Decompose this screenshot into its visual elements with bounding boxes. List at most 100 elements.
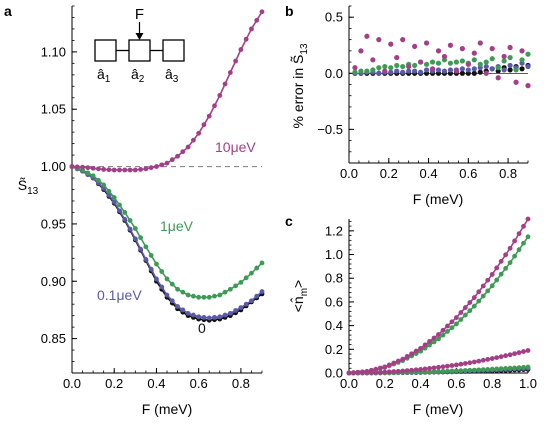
a-y-tick-label: 1.05 <box>41 102 66 117</box>
c-series-point-2 <box>431 365 437 371</box>
c-series-point-3 <box>512 365 517 371</box>
c-series-point-1 <box>454 321 459 327</box>
a-y-tick-label: 0.85 <box>41 331 66 346</box>
a-series-point-0 <box>196 130 202 136</box>
c-series-point-3 <box>445 368 450 374</box>
c-series-point-0 <box>413 348 419 354</box>
c-series-point-2 <box>400 368 406 374</box>
a-series-point-1 <box>180 289 186 295</box>
a-series-point-2 <box>111 199 117 205</box>
c-series-point-0 <box>454 315 459 320</box>
a-x-axis-label: F (meV) <box>142 401 193 417</box>
b-scatter-point-2 <box>418 69 424 75</box>
c-series-point-2 <box>391 369 397 374</box>
a-y-tick-label: 1.10 <box>41 44 66 59</box>
c-x-tick-label: 1.0 <box>519 376 537 391</box>
a-x-tick-label: 0.6 <box>190 376 208 391</box>
a-series-point-1 <box>196 294 202 300</box>
c-series-point-0 <box>489 272 495 277</box>
c-series-point-3 <box>427 369 432 375</box>
b-scatter-point-0 <box>358 48 364 54</box>
b-scatter-point-2 <box>447 67 454 73</box>
c-series-point-0 <box>386 362 392 368</box>
b-scatter-point-1 <box>376 65 382 71</box>
b-scatter-point-0 <box>412 43 418 49</box>
drive-arrow-icon <box>135 33 144 40</box>
b-scatter-point-0 <box>459 46 465 52</box>
a-series-point-2 <box>227 310 233 316</box>
a-series-point-0 <box>138 167 144 172</box>
c-series-point-0 <box>467 300 473 305</box>
b-scatter-point-2 <box>465 67 471 73</box>
b-scatter-point-2 <box>459 66 465 72</box>
c-series-point-0 <box>373 366 379 372</box>
c-y-tick-label: 0.0 <box>325 366 343 381</box>
c-series-point-1 <box>458 317 464 322</box>
a-series-point-2 <box>169 298 175 304</box>
b-scatter-point-0 <box>429 66 436 72</box>
drive-label: F <box>135 6 144 23</box>
c-series-point-2 <box>485 357 491 362</box>
c-series-point-3 <box>485 367 491 372</box>
a-series-point-1 <box>143 244 149 250</box>
a-series-point-1 <box>175 286 180 292</box>
a-series-point-1 <box>101 182 107 188</box>
c-series-point-3 <box>494 366 500 372</box>
c-series-point-0 <box>395 358 401 364</box>
a-x-tick-label: 0.8 <box>232 376 250 391</box>
c-y-tick-label: 0.4 <box>325 318 343 333</box>
a-series-point-0 <box>80 164 85 170</box>
b-scatter-point-2 <box>471 66 477 72</box>
c-series-line-1 <box>348 236 529 374</box>
c-series-point-1 <box>480 293 486 299</box>
mode-labels: â1 â2 â3 <box>97 66 179 85</box>
c-series-point-1 <box>516 247 522 253</box>
c-x-tick-label: 0.8 <box>483 376 501 391</box>
c-series-point-0 <box>400 356 406 362</box>
c-series-point-2 <box>409 367 415 373</box>
a-series-point-2 <box>138 246 144 252</box>
b-x-axis-label: F (meV) <box>413 191 464 207</box>
c-series-point-3 <box>480 367 486 373</box>
b-scatter-point-0 <box>513 79 519 85</box>
c-series-point-3 <box>431 369 437 375</box>
b-scatter-point-3 <box>519 66 525 72</box>
b-scatter-point-0 <box>364 33 370 39</box>
c-series-point-3 <box>436 369 441 374</box>
b-y-tick-label: −0.5 <box>317 122 343 137</box>
a-series-point-1 <box>217 292 223 298</box>
b-scatter-point-2 <box>501 67 507 73</box>
a-series-point-2 <box>259 289 265 294</box>
c-y-tick-label: 0.8 <box>325 271 343 286</box>
a-series-point-2 <box>185 310 191 316</box>
a-series-point-0 <box>222 81 228 87</box>
b-x-tick-label: 0.8 <box>499 166 517 181</box>
b-scatter-point-2 <box>525 63 531 70</box>
b-x-tick-label: 0.0 <box>340 166 358 181</box>
c-series-point-2 <box>436 364 441 370</box>
c-series-point-0 <box>355 369 361 375</box>
a-y-axis-label: S̃13 <box>18 177 39 197</box>
c-series-point-1 <box>445 329 450 334</box>
a-series-point-2 <box>143 257 149 262</box>
a-series-point-0 <box>206 113 212 119</box>
b-scatter-point-1 <box>525 51 531 57</box>
c-series-point-0 <box>525 216 531 222</box>
c-series-point-0 <box>494 265 500 271</box>
a-series-point-1 <box>243 275 249 281</box>
c-series-point-2 <box>413 367 419 373</box>
c-series-point-2 <box>516 350 522 356</box>
b-scatter-point-3 <box>471 70 477 76</box>
c-series-point-2 <box>512 351 517 357</box>
c-series-point-1 <box>485 288 491 294</box>
c-series-point-3 <box>467 367 473 373</box>
c-series-point-1 <box>440 332 446 338</box>
b-scatter-point-0 <box>376 37 382 43</box>
c-y-axis-label: <n̂m> <box>290 280 310 313</box>
c-series-point-0 <box>498 258 504 264</box>
a-series-point-2 <box>249 298 254 304</box>
a-series-point-1 <box>254 265 260 271</box>
a-series-point-1 <box>212 293 217 299</box>
b-scatter-point-2 <box>423 67 430 73</box>
